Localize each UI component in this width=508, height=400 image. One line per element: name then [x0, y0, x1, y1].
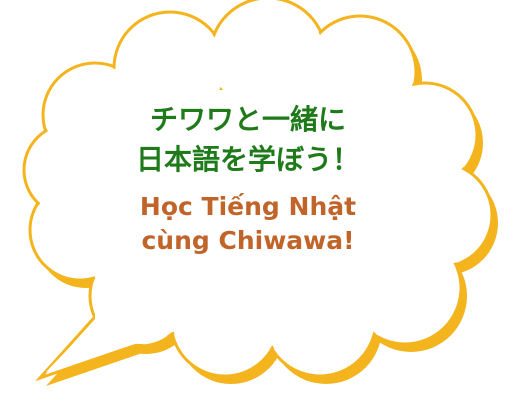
japanese-headline-line-2: 日本語を学ぼう！ [135, 143, 360, 176]
headline-text-block: チワワと一緒に 日本語を学ぼう！ Học Tiếng Nhật cùng Chi… [88, 100, 408, 258]
japanese-headline-line-1: チワワと一緒に [149, 103, 346, 136]
vietnamese-headline-line-1: Học Tiếng Nhật [139, 192, 357, 221]
vietnamese-headline-line-2: cùng Chiwawa! [141, 226, 355, 255]
bubble-inner-fill [26, 0, 490, 374]
